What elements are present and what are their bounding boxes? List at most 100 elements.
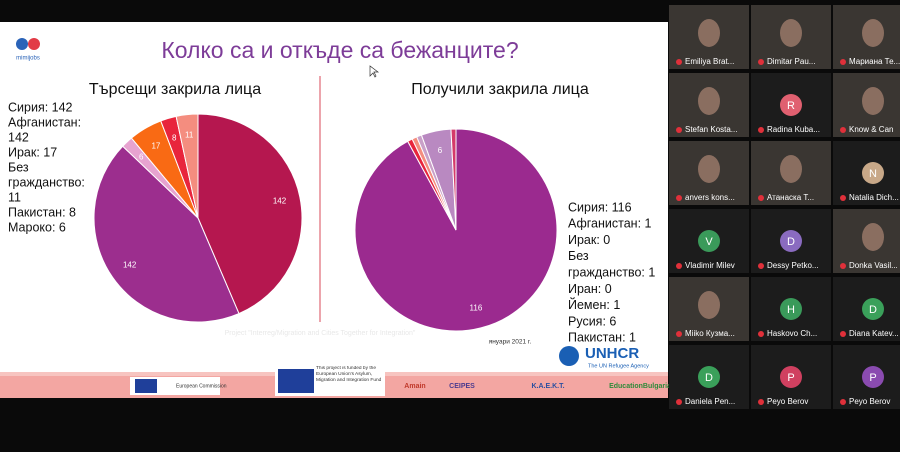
logo-icon <box>16 38 28 50</box>
partner-logo: CEIPES <box>449 383 475 390</box>
slice-label: 8 <box>172 133 177 142</box>
legend-line: Сирия: 116 <box>568 200 632 214</box>
mic-muted <box>758 195 764 201</box>
participant-name: Stefan Kosta... <box>685 125 737 134</box>
unhcr-emblem <box>559 346 579 366</box>
mic-muted <box>676 195 682 201</box>
avatar <box>698 366 720 388</box>
participants: Emiliya Brat... Dimitar Pau... Мариана Те.… <box>669 5 900 409</box>
mic-muted <box>758 127 764 133</box>
mic-muted <box>758 59 764 65</box>
fund-text: This project is funded by the European U… <box>316 366 382 383</box>
avatar-initial: P <box>787 372 794 384</box>
avatar-initial: H <box>787 304 795 316</box>
video-face <box>698 19 720 47</box>
pie-slice <box>93 145 240 323</box>
video-face <box>862 223 884 251</box>
legend-line: Ирак: 0 <box>568 233 610 247</box>
video-face <box>780 155 802 183</box>
participant-name: Vladimir Milev <box>685 261 735 270</box>
mic-muted <box>840 331 846 337</box>
mic-muted <box>758 331 764 337</box>
legend-line: Сирия: 142 <box>8 100 73 114</box>
slice-label: 116 <box>470 303 483 312</box>
participant-name: Peyo Berov <box>767 397 808 406</box>
slice-label: 11 <box>185 130 194 139</box>
video-face <box>698 291 720 319</box>
mic-muted <box>840 195 846 201</box>
legend-line: Афганистан: 1 <box>568 217 652 231</box>
partner-logo: Amain <box>404 383 425 390</box>
charts: Търсещи закрила лица 142 142 6 17 8 11 Сирия: 1… <box>8 81 655 344</box>
avatar-initial: R <box>787 100 795 112</box>
video-face <box>698 155 720 183</box>
eu-commission: European Commission <box>176 383 227 389</box>
mic-muted <box>676 399 682 405</box>
avatar <box>780 298 802 320</box>
logo-text: mimijobs <box>16 56 40 62</box>
participant-name: Donka Vasil... <box>849 261 898 270</box>
chart-title: Получили закрила лица <box>411 81 589 98</box>
pie-slice <box>175 113 199 219</box>
participant-name: Haskovo Ch... <box>767 329 817 338</box>
mic-muted <box>840 127 846 133</box>
slice-label: 6 <box>438 146 443 155</box>
avatar-initial: D <box>705 372 713 384</box>
participant-name: Natalia Dich... <box>849 193 899 202</box>
fund-flag <box>278 369 314 393</box>
mic-muted <box>676 59 682 65</box>
logo-icon <box>28 38 40 50</box>
participant-name: Radina Kuba... <box>767 125 820 134</box>
date: януари 2021 г. <box>489 339 532 346</box>
legend-line: 11 <box>8 190 21 204</box>
legend-line: Пакистан: 8 <box>8 205 76 219</box>
mic-muted <box>676 263 682 269</box>
legend-line: Йемен: 1 <box>568 297 620 312</box>
legend-line: Пакистан: 1 <box>568 331 636 345</box>
participant-name: Dimitar Pau... <box>767 57 815 66</box>
partner-logo: Κ.Α.Ε.Κ.Τ. <box>531 383 564 390</box>
mic-muted <box>840 263 846 269</box>
legend-line: 142 <box>8 130 29 144</box>
avatar-initial: N <box>869 168 877 180</box>
avatar <box>862 162 884 184</box>
participant-name: Атанаска Т... <box>767 193 814 202</box>
unhcr-logo: UNHCR <box>585 345 639 362</box>
mic-muted <box>840 399 846 405</box>
participant-name: Мариана Те... <box>849 57 900 66</box>
slice-label: 142 <box>123 261 137 270</box>
video-face <box>862 19 884 47</box>
avatar <box>862 366 884 388</box>
video-face <box>862 87 884 115</box>
legend-line: Афганистан: <box>8 115 81 129</box>
legend-line: Ирак: 17 <box>8 145 57 159</box>
participant-name: Dessy Petko... <box>767 261 819 270</box>
mic-muted <box>758 399 764 405</box>
unhcr-sub: The UN Refugee Agency <box>588 363 649 369</box>
legend-line: гражданство: 1 <box>568 265 655 279</box>
eu-flag <box>135 379 157 393</box>
avatar <box>780 366 802 388</box>
partner-logo: EducationBulgaria <box>609 383 671 390</box>
participant-name: anvers kons... <box>685 193 735 202</box>
participant-name: Know & Can <box>849 125 893 134</box>
legend-line: Иран: 0 <box>568 282 612 296</box>
video-face <box>698 87 720 115</box>
avatar <box>862 298 884 320</box>
avatar <box>780 230 802 252</box>
slice-label: 17 <box>151 141 160 150</box>
avatar-initial: V <box>705 236 713 248</box>
partners: Amain CEIPES Κ.Α.Ε.Κ.Τ. EducationBulgaria <box>404 383 671 390</box>
avatar <box>698 230 720 252</box>
avatar <box>780 94 802 116</box>
legend-line: Без <box>568 249 589 263</box>
slice-label: 142 <box>273 196 287 205</box>
avatar-initial: D <box>869 304 877 316</box>
legend-line: Без <box>8 160 29 174</box>
chart-title: Търсещи закрила лица <box>89 81 261 98</box>
participant-name: Emiliya Brat... <box>685 57 734 66</box>
mic-muted <box>676 127 682 133</box>
pie-slice <box>450 128 457 231</box>
legend-line: гражданство: <box>8 175 85 189</box>
